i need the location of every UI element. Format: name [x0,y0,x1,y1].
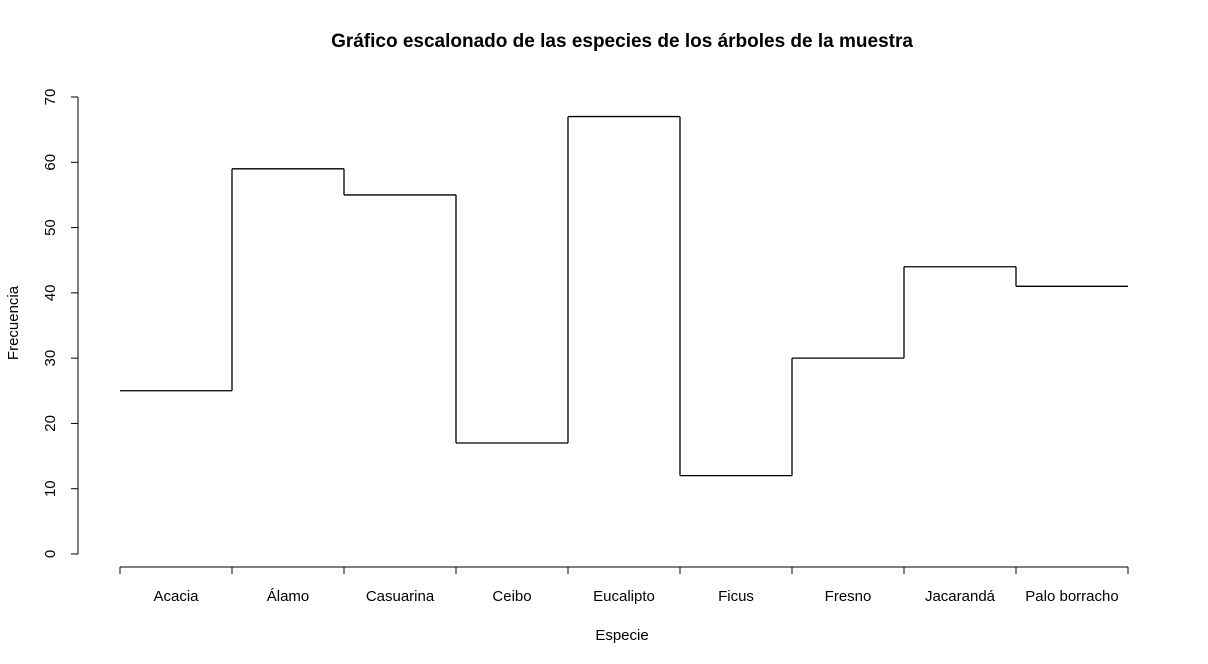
x-tick-label: Jacarandá [925,588,996,605]
y-tick-label: 50 [42,219,59,236]
y-axis-label: Frecuencia [5,285,22,360]
x-tick-label: Fresno [825,588,872,605]
x-tick-label: Ficus [718,588,754,605]
x-tick-label: Acacia [153,588,199,605]
y-tick-label: 70 [42,89,59,106]
y-tick-label: 30 [42,350,59,367]
y-tick-label: 40 [42,285,59,302]
x-axis: Acacia Álamo Casuarina Ceibo Eucalipto Ficus F… [119,566,1129,605]
y-tick-label: 0 [42,550,59,558]
x-tick-label: Álamo [267,588,310,605]
x-tick-label: Palo borracho [1025,588,1118,605]
x-tick-label: Eucalipto [593,588,655,605]
y-axis: 0 10 20 30 40 50 60 70 [42,89,79,558]
x-tick-label: Ceibo [492,588,531,605]
y-tick-label: 60 [42,154,59,171]
chart-title: Gráfico escalonado de las especies de lo… [331,31,913,52]
y-tick-label: 10 [42,480,59,497]
x-tick-label: Casuarina [366,588,435,605]
y-tick-label: 20 [42,415,59,432]
step-series [120,115,1128,477]
x-axis-label: Especie [595,627,648,644]
